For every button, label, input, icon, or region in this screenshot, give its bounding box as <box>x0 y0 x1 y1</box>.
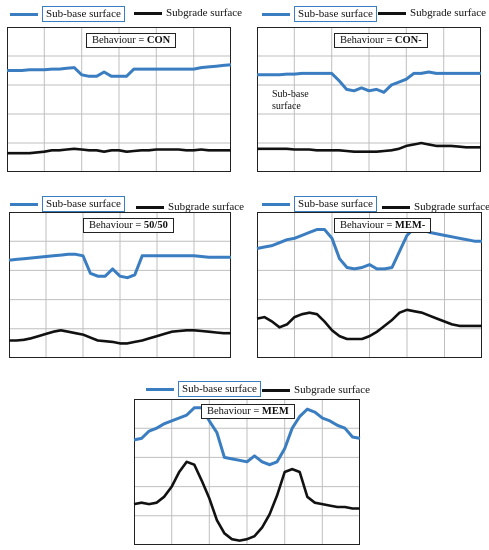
legend-subgrade-label: Subgrade surface <box>166 7 243 19</box>
legend-subbase: Sub-base surface <box>262 6 377 22</box>
behaviour-label: Behaviour = 50/50 <box>83 218 174 233</box>
legend-subbase: Sub-base surface <box>262 196 377 212</box>
series-line-subbase <box>7 63 232 78</box>
behaviour-prefix: Behaviour = <box>89 220 144 231</box>
subgrade-swatch <box>378 11 406 15</box>
legend-subbase-label: Sub-base surface <box>178 381 261 397</box>
subbase-swatch <box>146 387 174 391</box>
plot-area <box>8 212 231 358</box>
series-line-subgrade <box>256 308 482 341</box>
subbase-swatch <box>10 202 38 206</box>
behaviour-value: CON- <box>394 35 422 46</box>
subgrade-swatch <box>262 388 290 392</box>
legend: Sub-base surface Subgrade surface <box>10 6 242 24</box>
subbase-swatch <box>10 12 38 16</box>
legend-subbase-label: Sub-base surface <box>294 6 377 22</box>
legend-subgrade: Subgrade surface <box>262 383 370 397</box>
legend: Sub-base surface Subgrade surface <box>10 196 250 214</box>
behaviour-label: Behaviour = MEM <box>201 404 295 419</box>
subgrade-swatch <box>382 205 410 209</box>
series-line-subgrade <box>257 141 481 153</box>
series-line-subgrade <box>7 147 231 155</box>
legend-subgrade-label: Subgrade surface <box>294 384 371 396</box>
series-line-subbase <box>256 226 482 271</box>
legend-subgrade: Subgrade surface <box>378 6 486 20</box>
legend-subgrade: Subgrade surface <box>136 200 244 214</box>
behaviour-prefix: Behaviour = <box>92 35 147 46</box>
legend-subgrade-label: Subgrade surface <box>410 7 487 19</box>
series-line-subbase <box>133 406 361 467</box>
series-line-subbase <box>8 252 231 280</box>
series-line-subgrade <box>9 329 231 345</box>
legend-subbase-label: Sub-base surface <box>294 196 377 212</box>
plot-area <box>256 212 482 358</box>
plot-frame <box>257 27 481 172</box>
subbase-swatch <box>262 202 290 206</box>
plot-frame <box>134 399 360 545</box>
legend-subgrade: Subgrade surface <box>382 200 489 214</box>
subgrade-swatch <box>134 11 162 15</box>
legend-subbase-label: Sub-base surface <box>42 196 125 212</box>
legend-subgrade-label: Subgrade surface <box>414 201 489 213</box>
plot-frame <box>9 212 231 358</box>
legend-subgrade: Subgrade surface <box>134 6 242 20</box>
behaviour-value: 50/50 <box>143 220 168 231</box>
plot-frame <box>257 212 482 358</box>
legend-subbase-label: Sub-base surface <box>42 6 125 22</box>
series-line-subgrade <box>133 460 360 542</box>
behaviour-label: Behaviour = CON- <box>334 33 428 48</box>
behaviour-prefix: Behaviour = <box>340 220 395 231</box>
legend: Sub-base surface Subgrade surface <box>262 6 489 24</box>
legend-subbase: Sub-base surface <box>146 381 261 397</box>
legend: Sub-base surface Subgrade surface <box>146 381 386 399</box>
behaviour-prefix: Behaviour = <box>207 406 262 417</box>
legend-subbase: Sub-base surface <box>10 196 125 212</box>
plot-area <box>257 27 481 172</box>
plot-area <box>7 27 232 172</box>
behaviour-label: Behaviour = CON <box>86 33 177 48</box>
series-line-subbase <box>257 70 481 94</box>
plot-area <box>133 399 361 545</box>
subbase-swatch <box>262 12 290 16</box>
behaviour-value: MEM <box>261 406 289 417</box>
behaviour-value: CON <box>146 35 171 46</box>
legend-subgrade-label: Subgrade surface <box>168 201 245 213</box>
behaviour-value: MEM- <box>394 220 426 231</box>
subgrade-swatch <box>136 205 164 209</box>
behaviour-label: Behaviour = MEM- <box>334 218 432 233</box>
annotation: Sub-base surface <box>272 89 309 112</box>
legend: Sub-base surface Subgrade surface <box>262 196 489 214</box>
plot-frame <box>7 27 231 172</box>
behaviour-prefix: Behaviour = <box>340 35 395 46</box>
legend-subbase: Sub-base surface <box>10 6 125 22</box>
